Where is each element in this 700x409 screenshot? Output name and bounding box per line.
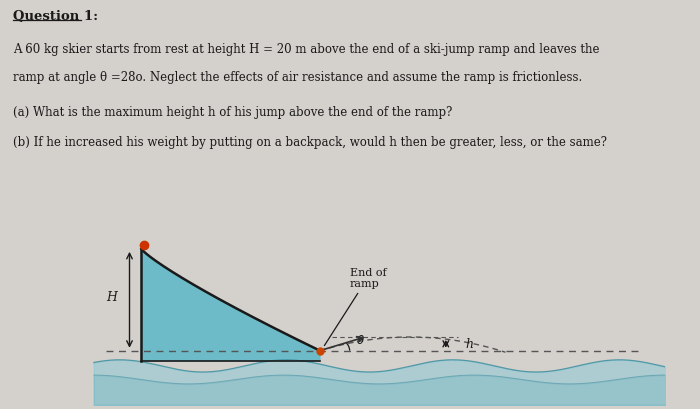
- Polygon shape: [141, 249, 320, 361]
- Text: $\theta$: $\theta$: [356, 333, 365, 346]
- Text: h: h: [466, 337, 474, 351]
- Point: [8, 19, 17, 24]
- Text: H: H: [106, 290, 117, 303]
- Text: (b) If he increased his weight by putting on a backpack, would h then be greater: (b) If he increased his weight by puttin…: [13, 136, 607, 149]
- Point: [76, 19, 85, 24]
- Text: (a) What is the maximum height h of his jump above the end of the ramp?: (a) What is the maximum height h of his …: [13, 106, 452, 119]
- Text: A 60 kg skier starts from rest at height H = 20 m above the end of a ski-jump ra: A 60 kg skier starts from rest at height…: [13, 43, 599, 56]
- Text: ramp at angle θ =28o. Neglect the effects of air resistance and assume the ramp : ramp at angle θ =28o. Neglect the effect…: [13, 70, 582, 83]
- Text: Question 1:: Question 1:: [13, 10, 98, 23]
- Text: End of
ramp: End of ramp: [324, 267, 386, 346]
